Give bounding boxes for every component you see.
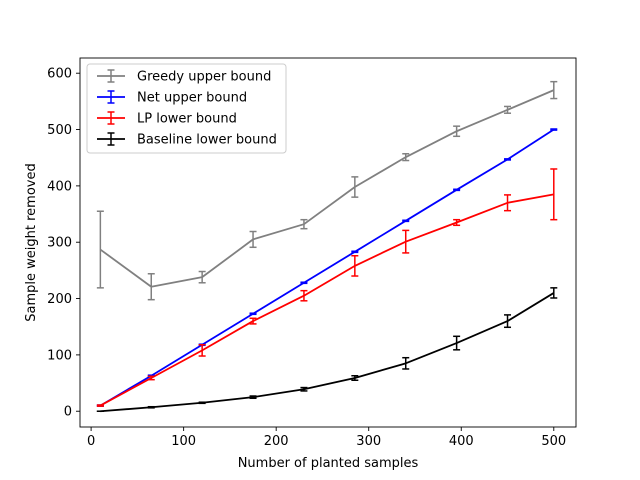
legend-label: Baseline lower bound [137,133,277,148]
series-2 [96,168,558,407]
x-tick-label: 0 [87,434,95,449]
y-axis-ticks: 0 100 200 300 400 500 600 [47,67,80,420]
series-layer [96,80,558,413]
series-line [99,193,554,407]
x-tick-label: 100 [171,434,196,449]
y-tick-label: 300 [47,236,72,251]
series-line [99,128,555,407]
y-tick-label: 600 [47,67,72,82]
series-line [100,292,555,413]
legend-label: Greedy upper bound [137,70,271,85]
legend: Greedy upper bound Net upper bound LP lowe… [86,63,287,154]
y-tick-label: 100 [47,348,72,363]
legend-label: Net upper bound [137,91,247,106]
y-axis-label: Sample weight removed [24,163,39,321]
x-tick-label: 300 [356,434,381,449]
y-tick-label: 500 [47,123,72,138]
legend-box [86,63,287,154]
x-tick-label: 500 [541,434,566,449]
x-tick-label: 200 [264,434,289,449]
y-tick-label: 0 [64,405,72,420]
legend-label: LP lower bound [137,112,237,127]
x-tick-label: 400 [449,434,474,449]
series-0 [96,80,558,301]
x-axis-ticks: 0 100 200 300 400 500 [87,427,566,449]
series-3 [96,287,558,413]
series-line [99,89,555,288]
x-axis-label: Number of planted samples [238,456,419,471]
y-tick-label: 200 [47,292,72,307]
y-tick-label: 400 [47,179,72,194]
